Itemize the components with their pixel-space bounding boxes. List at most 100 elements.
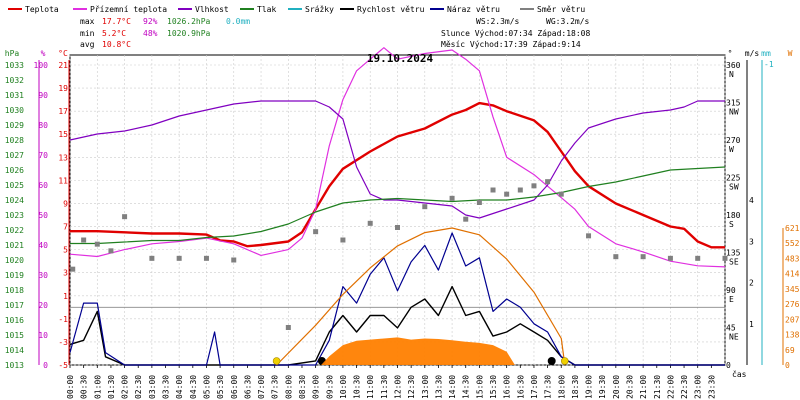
tick-label-hpa: 1029 xyxy=(5,121,24,130)
x-tick-label: 11:00 xyxy=(366,375,375,399)
grid xyxy=(69,55,726,366)
x-tick-label: 02:30 xyxy=(134,375,143,399)
tick-label-hpa: 1014 xyxy=(5,346,24,355)
tick-label-dir: 45 xyxy=(726,324,736,333)
x-tick-label: 22:30 xyxy=(680,375,689,399)
chart-date-title: 19.10.2024 xyxy=(367,52,434,65)
axis-title-ms: m/s xyxy=(745,49,760,58)
tick-label-temp: 19 xyxy=(58,84,68,93)
x-tick-label: 17:00 xyxy=(530,375,539,399)
sun-times: Slunce Východ:07:34 Západ:18:08 xyxy=(441,29,590,38)
wind-direction-point xyxy=(313,229,319,235)
tick-label-dir-compass: SW xyxy=(729,183,739,192)
tick-label-hpa: 1017 xyxy=(5,301,24,310)
x-tick-label: 19:00 xyxy=(585,375,594,399)
x-tick-label: 18:30 xyxy=(571,375,580,399)
tick-label-dir: 90 xyxy=(726,286,736,295)
wind-direction-point xyxy=(340,237,346,243)
x-tick-label: 10:30 xyxy=(353,375,362,399)
tick-label-dir: 315 xyxy=(726,99,741,108)
x-tick-label: 21:30 xyxy=(653,375,662,399)
tick-label-temp: 1 xyxy=(63,292,68,301)
stats-block: max 17.7°C 92% 1026.2hPa 0.0mm min 5.2°C… xyxy=(80,17,590,49)
tick-label-ms: 2 xyxy=(749,279,754,288)
wind-direction-point xyxy=(490,187,496,193)
wind-direction-point xyxy=(367,220,373,226)
tick-label-temp: 17 xyxy=(58,107,68,116)
stat-max-rain: 0.0mm xyxy=(226,17,250,26)
x-tick-label: 11:30 xyxy=(380,375,389,399)
wind-direction-point xyxy=(285,325,291,330)
wind-direction-point xyxy=(640,254,646,260)
x-tick-label: 03:30 xyxy=(162,375,171,399)
tick-label-temp: 7 xyxy=(63,223,68,232)
tick-label-dir: 270 xyxy=(726,136,741,145)
wind-direction-point xyxy=(586,233,592,239)
x-tick-label: 16:00 xyxy=(503,375,512,399)
series-temperature-line xyxy=(70,101,725,249)
tick-label-dir-compass: N xyxy=(729,70,734,79)
tick-label-hpa: 1024 xyxy=(5,196,24,205)
tick-label-hpa: 1018 xyxy=(5,286,24,295)
axis-title-hpa: hPa xyxy=(5,49,20,58)
moon-times: Měsíc Východ:17:39 Západ:9:14 xyxy=(441,40,581,49)
x-tick-label: 12:30 xyxy=(407,375,416,399)
x-tick-label: 22:00 xyxy=(666,375,675,399)
tick-label-wm2: 276 xyxy=(785,300,800,309)
tick-label-wm2: 621 xyxy=(785,224,800,233)
tick-label-temp: 5 xyxy=(63,246,68,255)
tick-label-pct: 80 xyxy=(38,121,48,130)
wind-direction-point xyxy=(531,183,537,189)
tick-label-wm2: 69 xyxy=(785,346,795,355)
x-tick-label: 08:00 xyxy=(284,375,293,399)
stat-avg-label: avg xyxy=(80,40,95,49)
tick-label-hpa: 1015 xyxy=(5,331,24,340)
tick-label-hpa: 1032 xyxy=(5,76,24,85)
tick-label-hpa: 1016 xyxy=(5,316,24,325)
axis-title-mm: mm xyxy=(761,49,771,58)
legend-label: Tlak xyxy=(257,5,276,14)
x-tick-label: 07:00 xyxy=(257,375,266,399)
wind-direction-point xyxy=(517,187,523,193)
x-tick-label: 20:00 xyxy=(612,375,621,399)
x-tick-label: 06:00 xyxy=(230,375,239,399)
x-tick-label: 14:30 xyxy=(462,375,471,399)
tick-label-hpa: 1022 xyxy=(5,226,24,235)
x-tick-label: 15:00 xyxy=(475,375,484,399)
tick-label-hpa: 1013 xyxy=(5,361,24,370)
wind-direction-point xyxy=(94,241,100,247)
stat-max-hum: 92% xyxy=(143,17,158,26)
tick-label-pct: 60 xyxy=(38,181,48,190)
stat-min-temp: 5.2°C xyxy=(102,29,126,38)
series-sun-curve xyxy=(276,227,566,366)
legend: Teplota Přízemní teplota Vlhkost Tlak Srážky… xyxy=(8,5,585,14)
wind-direction-point xyxy=(422,204,428,210)
x-tick-label: 01:30 xyxy=(107,375,116,399)
wind-direction-point xyxy=(613,254,619,260)
tick-label-hpa: 1023 xyxy=(5,211,24,220)
tick-label-dir: 135 xyxy=(726,249,741,258)
legend-label: Směr větru xyxy=(537,5,585,14)
x-tick-label: 23:30 xyxy=(707,375,716,399)
tick-label-temp: 13 xyxy=(58,153,68,162)
tick-label-hpa: 1027 xyxy=(5,151,24,160)
axes: hPa% °C ° m/s mm W101310141015101610171018101… xyxy=(5,49,800,399)
wind-wg: WG:3.2m/s xyxy=(546,17,590,26)
x-tick-label: 04:00 xyxy=(175,375,184,399)
tick-label-hpa: 1031 xyxy=(5,91,24,100)
series-pressure-line xyxy=(70,166,726,245)
x-tick-label: 14:00 xyxy=(448,375,457,399)
tick-label-wm2: 414 xyxy=(785,270,800,279)
tick-label-mm: -1 xyxy=(764,60,774,69)
tick-label-pct: 40 xyxy=(38,241,48,250)
x-tick-label: 16:30 xyxy=(516,375,525,399)
x-tick-label: 02:00 xyxy=(121,375,130,399)
legend-label: Vlhkost xyxy=(195,5,229,14)
wind-direction-point xyxy=(695,255,701,261)
tick-label-pct: 30 xyxy=(38,271,48,280)
x-tick-label: 09:00 xyxy=(312,375,321,399)
tick-label-dir-compass: S xyxy=(729,220,734,229)
tick-label-ms: 3 xyxy=(749,237,754,246)
stat-min-label: min xyxy=(80,29,95,38)
wind-direction-point xyxy=(395,225,400,230)
